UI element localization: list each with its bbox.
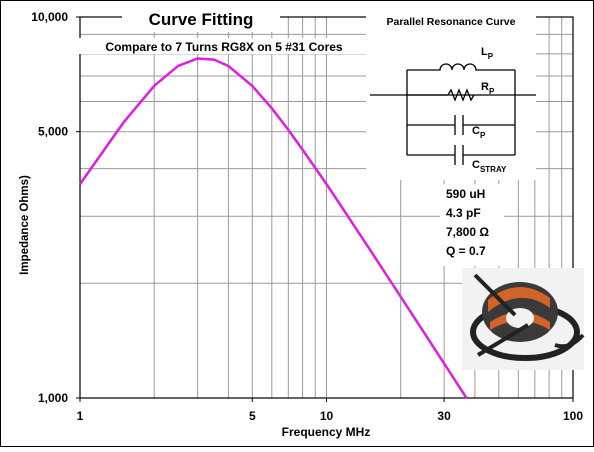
y-axis-label: Impedance Ohms) — [19, 175, 31, 275]
inset-title: Parallel Resonance Curve — [387, 16, 516, 28]
parameter: 7,800 Ω — [446, 225, 489, 239]
parameter: Q = 0.7 — [446, 244, 486, 258]
component-label: LP — [481, 46, 494, 61]
impedance-curve — [78, 57, 468, 399]
x-tick-label: 30 — [437, 409, 451, 423]
x-tick-label: 1 — [77, 409, 84, 423]
chart-title: Curve Fitting — [149, 10, 254, 29]
chart-subtitle: Compare to 7 Turns RG8X on 5 #31 Cores — [105, 40, 343, 54]
core-band — [488, 286, 550, 312]
x-tick-label: 10 — [320, 409, 334, 423]
y-tick-label: 10,000 — [31, 10, 68, 24]
curve-layer — [78, 57, 468, 399]
parameter: 590 uH — [446, 187, 485, 201]
parameters-box — [440, 184, 504, 266]
x-tick-label: 100 — [563, 409, 583, 423]
schematic — [370, 63, 536, 165]
component-label: CP — [472, 125, 486, 140]
cable-end — [473, 273, 585, 357]
parameter: 4.3 pF — [446, 206, 481, 220]
tick-layer: 1 5 10 30 100 1,000 5,000 10,000 — [31, 10, 583, 423]
subtitle-box — [78, 38, 370, 54]
component-label: RP — [481, 81, 495, 96]
title-box — [122, 8, 280, 32]
toroid-photo — [462, 268, 585, 370]
x-axis-label: Frequency MHz — [282, 425, 371, 439]
y-tick-label: 1,000 — [38, 391, 68, 405]
inset: Parallel Resonance Curve LP RP CP CSTRAY — [366, 10, 536, 180]
y-tick-label: 5,000 — [38, 125, 68, 139]
component-label: CSTRAY — [472, 159, 507, 174]
x-tick-label: 5 — [249, 409, 256, 423]
